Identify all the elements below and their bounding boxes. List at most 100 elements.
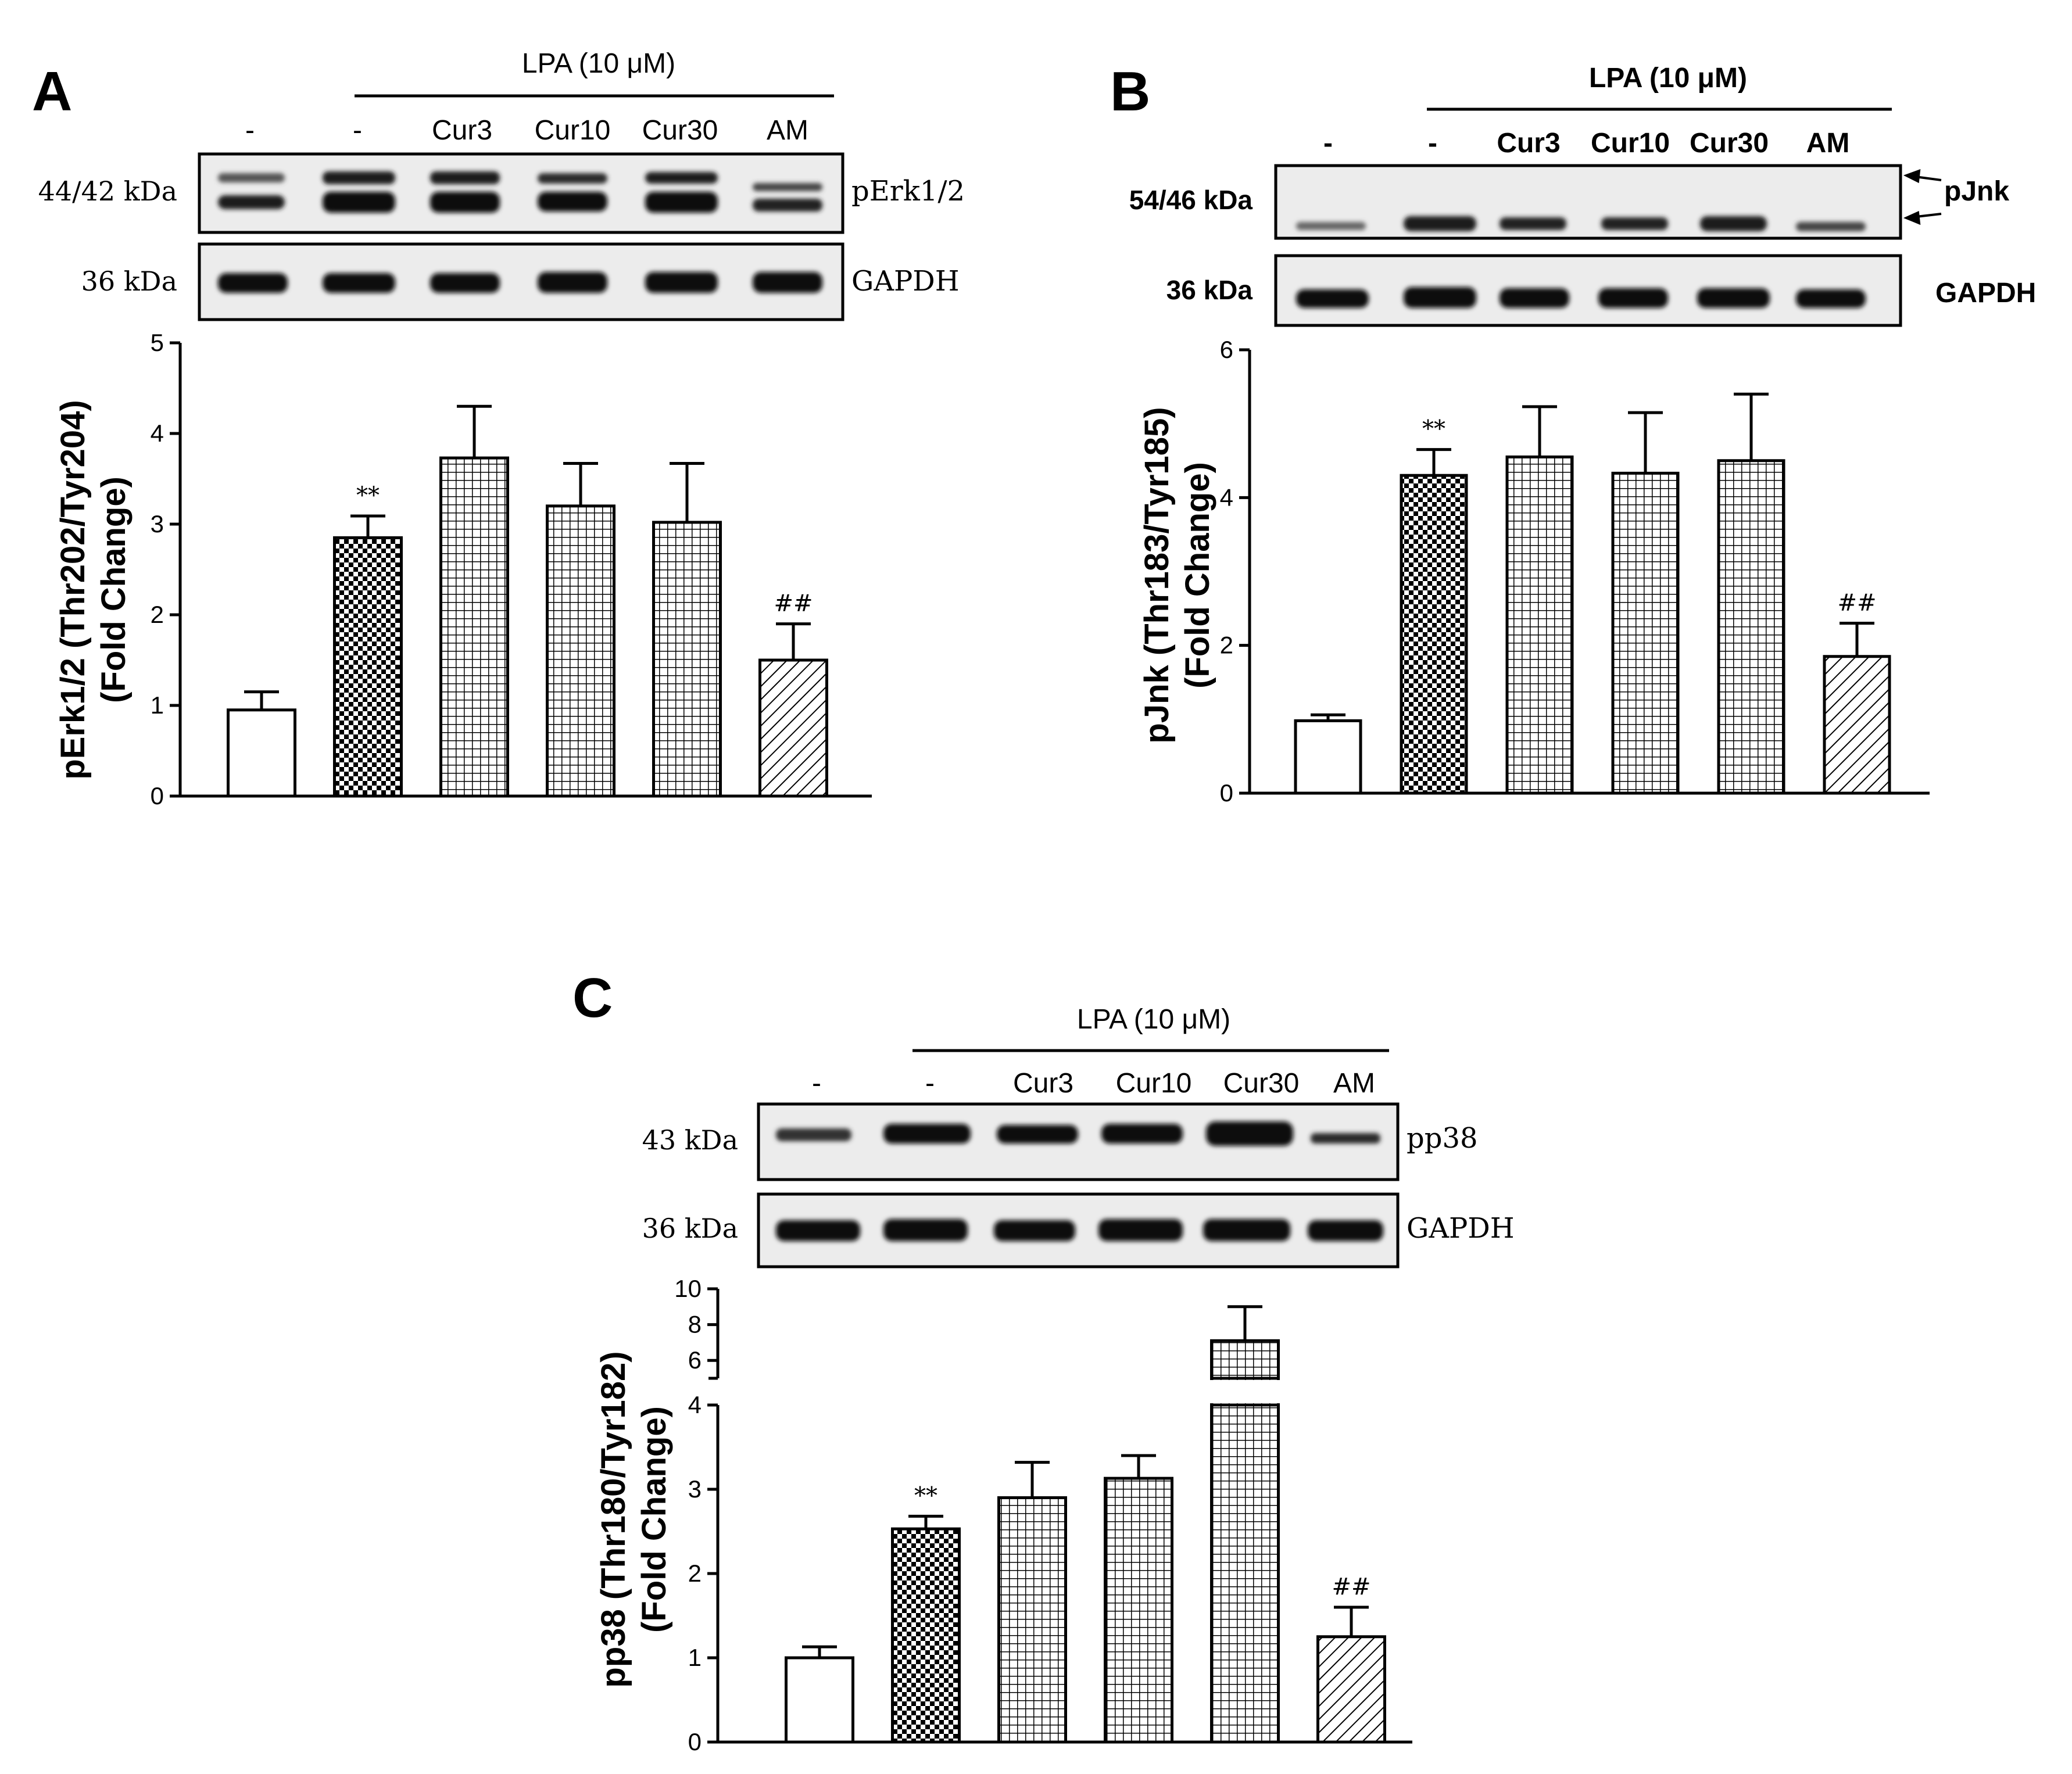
bar [785, 1656, 854, 1744]
lane-label: Cur10 [1116, 1068, 1192, 1099]
y-tick-label: 1 [151, 691, 164, 719]
y-tick-label: 3 [151, 510, 164, 537]
treatment-header-a: LPA (10 μM) [522, 48, 675, 79]
ylabel-line2-b: (Fold Change) [1179, 462, 1216, 689]
blot-bands-pp38 [776, 1121, 1380, 1146]
bar-chart-a: 0 1 2 3 4 5 ** ## [151, 329, 872, 809]
blot-pp38 [757, 1102, 1400, 1181]
blot-bands-perk [218, 171, 822, 213]
bar [1505, 455, 1574, 795]
panel-letter-c: C [572, 967, 613, 1029]
significance-label: ## [1332, 1574, 1370, 1600]
bar [439, 456, 509, 798]
panel-a: A LPA (10 μM) - - Cur3 Cur10 Cur30 AM [32, 48, 965, 809]
blot-gapdh-b [1274, 254, 1902, 327]
significance-label: ** [356, 482, 380, 509]
lane-label: AM [767, 115, 808, 146]
protein-label: GAPDH [1407, 1212, 1515, 1245]
lane-label: AM [1333, 1068, 1375, 1099]
ylabel-line1-a: pErk1/2 (Thr202/Tyr204) [54, 400, 92, 779]
y-tick-label: 2 [151, 601, 164, 628]
lane-label: Cur3 [1013, 1068, 1073, 1099]
lane-label: Cur30 [1690, 128, 1769, 159]
bar [1210, 1339, 1280, 1744]
y-tick-label: 6 [688, 1346, 702, 1374]
lane-label: - [1323, 128, 1333, 159]
mw-label: 36 kDa [81, 266, 177, 297]
protein-label: GAPDH [1935, 278, 2036, 309]
y-tick-label: 6 [1220, 336, 1233, 363]
bar [997, 1496, 1067, 1744]
arrow-icon [1903, 169, 1942, 225]
protein-label: GAPDH [851, 265, 960, 298]
y-tick-label: 0 [151, 782, 164, 809]
blot-gapdh-a [198, 242, 844, 321]
protein-label: pErk1/2 [851, 175, 965, 207]
y-tick-label: 4 [1220, 483, 1233, 511]
bar [333, 536, 403, 798]
lane-label: Cur10 [1591, 128, 1670, 159]
protein-label: pJnk [1944, 176, 2009, 207]
blot-gapdh-c [757, 1192, 1400, 1268]
bar [227, 708, 296, 798]
bar [1717, 459, 1785, 795]
treatment-header-b: LPA (10 μM) [1589, 63, 1747, 94]
y-tick-label: 2 [1220, 632, 1233, 659]
protein-label: pp38 [1407, 1122, 1478, 1155]
lane-label: Cur30 [1223, 1068, 1300, 1099]
ylabel-line2-c: (Fold Change) [635, 1406, 673, 1633]
y-tick-label: 3 [688, 1475, 702, 1503]
ylabel-line2-a: (Fold Change) [95, 476, 133, 703]
lane-label: - [925, 1068, 935, 1099]
bar [1294, 719, 1362, 795]
mw-label: 43 kDa [642, 1124, 738, 1156]
bar [1400, 474, 1468, 795]
y-tick-label: 0 [1220, 779, 1233, 807]
bar-chart-c: 0 1 2 3 4 6 8 10 ** ## [674, 1275, 1412, 1755]
blot-bands-gapdh-b [1296, 287, 1866, 308]
significance-label: ** [914, 1482, 937, 1509]
bar [758, 658, 828, 798]
bar [1104, 1476, 1173, 1744]
bar [1611, 471, 1680, 795]
bar-chart-b: 0 2 4 6 ** ## [1220, 336, 1930, 807]
y-tick-label: 8 [688, 1311, 702, 1338]
y-tick-label: 1 [688, 1644, 702, 1671]
ylabel-line1-c: pp38 (Thr180/Tyr182) [595, 1351, 632, 1687]
lane-label: - [353, 115, 362, 146]
panel-b: B LPA (10 μM) - - Cur3 Cur10 Cur30 AM 54… [1110, 60, 2036, 807]
y-tick-label: 4 [151, 420, 164, 447]
significance-label: ** [1422, 416, 1445, 443]
bar [1316, 1635, 1386, 1744]
y-tick-label: 10 [674, 1275, 702, 1302]
y-tick-label: 2 [688, 1560, 702, 1587]
lane-label: - [245, 115, 255, 146]
mw-label: 44/42 kDa [38, 175, 177, 207]
lane-label: Cur3 [1497, 128, 1560, 159]
ylabel-line1-b: pJnk (Thr183/Tyr185) [1138, 407, 1176, 743]
significance-label: ## [1837, 590, 1876, 617]
significance-label: ## [774, 590, 813, 617]
mw-label: 36 kDa [1166, 275, 1253, 305]
bar [891, 1527, 961, 1744]
panel-letter-b: B [1110, 60, 1150, 123]
blot-bands-gapdh-c [776, 1219, 1383, 1241]
axis-break-gap [1208, 1380, 1282, 1403]
bar [652, 521, 722, 798]
bar [546, 504, 615, 798]
mw-label: 36 kDa [642, 1213, 738, 1244]
blot-bands-gapdh-a [218, 272, 822, 293]
blot-perk [198, 152, 844, 234]
bar [1823, 655, 1891, 795]
lane-label: AM [1806, 128, 1850, 159]
lane-label: Cur30 [642, 115, 718, 146]
treatment-header-c: LPA (10 μM) [1077, 1004, 1230, 1035]
y-tick-label: 5 [151, 329, 164, 356]
mw-label: 54/46 kDa [1129, 185, 1253, 215]
panel-letter-a: A [32, 60, 72, 123]
lane-label: - [812, 1068, 821, 1099]
y-tick-label: 0 [688, 1728, 702, 1755]
lane-label: Cur3 [432, 115, 492, 146]
panel-c: C LPA (10 μM) - - Cur3 Cur10 Cur30 AM 43… [572, 967, 1515, 1755]
